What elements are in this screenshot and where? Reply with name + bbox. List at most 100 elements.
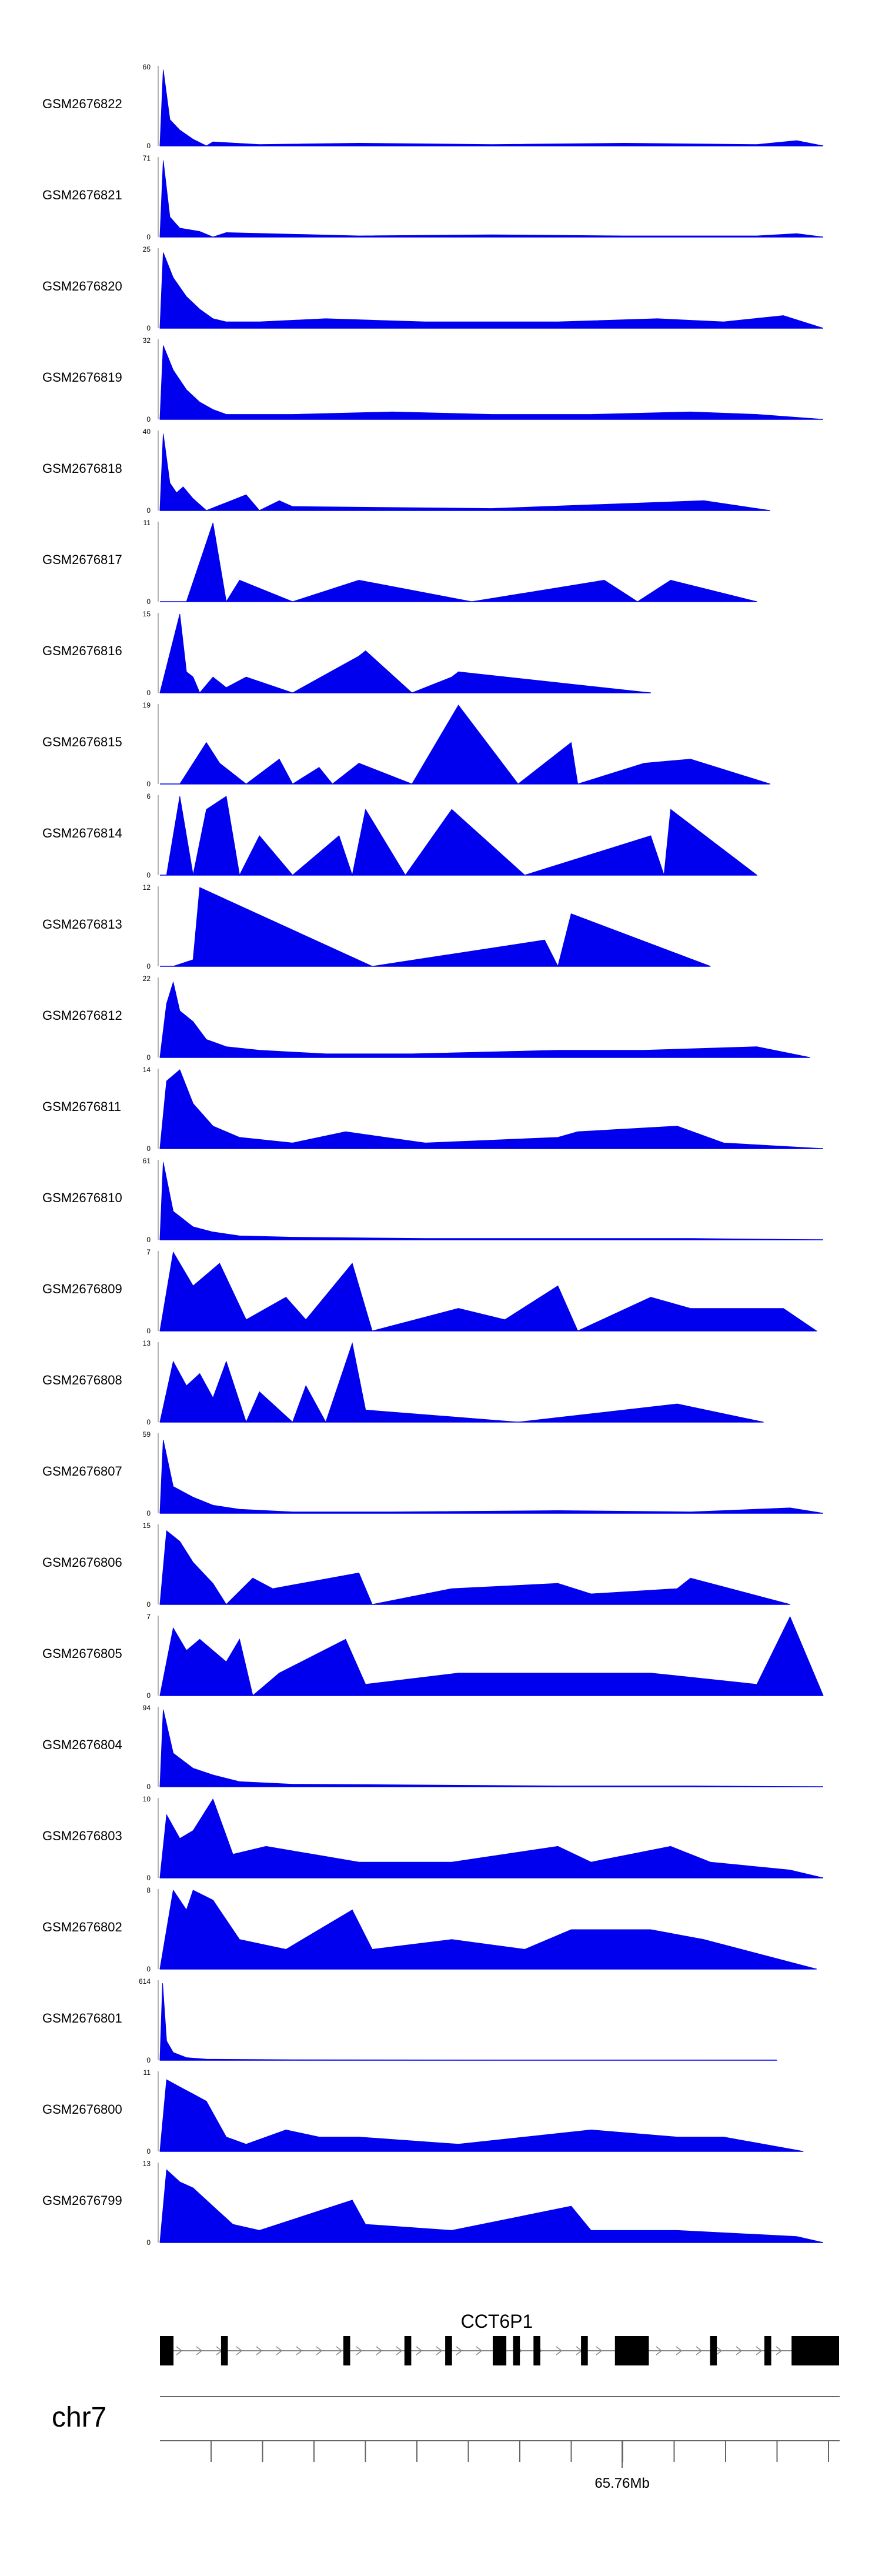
coverage-tracks: GSM2676822600GSM2676821710GSM2676820250G… [42,63,824,2247]
track-label: GSM2676819 [42,370,122,385]
coverage-area [159,160,824,238]
track-ymin-label: 0 [146,1783,151,1791]
track-GSM2676822: GSM2676822 60 0 [42,63,824,150]
strand-arrow-icon [296,2346,303,2355]
track-ymax-label: 22 [143,975,151,983]
track-ymin-label: 0 [146,1327,151,1335]
track-GSM2676799: GSM2676799 13 0 [42,2160,824,2247]
gene-model: CCT6P1 [160,2311,839,2365]
strand-arrow-icon [356,2346,363,2355]
exon-block [404,2336,412,2365]
track-ymax-label: 25 [143,245,151,253]
exon-block [220,2336,228,2365]
track-ymax-label: 40 [143,428,151,436]
track-ymax-label: 13 [143,1339,151,1347]
track-ymax-label: 10 [143,1795,151,1803]
track-label: GSM2676822 [42,96,122,111]
track-ymin-label: 0 [146,689,151,697]
track-ymin-label: 0 [146,2056,151,2064]
exon-block [581,2336,588,2365]
track-label: GSM2676806 [42,1555,122,1570]
track-ymax-label: 12 [143,883,151,892]
track-ymax-label: 8 [146,1886,151,1894]
gene-name-label: CCT6P1 [461,2311,533,2332]
track-GSM2676820: GSM2676820 25 0 [42,245,824,332]
strand-arrow-icon [436,2346,443,2355]
coverage-area [159,1798,824,1878]
coverage-area [159,69,824,146]
track-ymin-label: 0 [146,598,151,606]
exon-block [710,2336,717,2365]
track-GSM2676814: GSM2676814 6 0 [42,792,758,879]
track-ymax-label: 60 [143,63,151,71]
track-ymax-label: 11 [143,2068,151,2077]
track-GSM2676810: GSM2676810 61 0 [42,1157,824,1244]
track-ymin-label: 0 [146,1874,151,1882]
coverage-area [159,981,810,1058]
track-ymin-label: 0 [146,2147,151,2155]
coverage-area [173,887,711,967]
track-label: GSM2676802 [42,1920,122,1934]
track-GSM2676801: GSM2676801 614 0 [42,1977,777,2064]
track-ymax-label: 71 [143,154,151,162]
strand-arrow-icon [696,2346,703,2355]
strand-arrow-icon [196,2346,203,2355]
track-label: GSM2676799 [42,2193,122,2208]
coverage-area [159,2169,824,2243]
strand-arrow-icon [556,2346,563,2355]
track-label: GSM2676813 [42,917,122,932]
track-GSM2676806: GSM2676806 15 0 [42,1521,790,1609]
strand-arrow-icon [416,2346,423,2355]
gene-exons [160,2336,839,2365]
coverage-area [159,1889,817,1970]
track-ymax-label: 59 [143,1430,151,1439]
strand-arrow-icon [676,2346,683,2355]
track-GSM2676803: GSM2676803 10 0 [42,1795,824,1882]
track-GSM2676807: GSM2676807 59 0 [42,1430,824,1517]
track-ymin-label: 0 [146,1600,151,1609]
strand-arrow-icon [476,2346,483,2355]
track-GSM2676821: GSM2676821 71 0 [42,154,824,241]
track-ymax-label: 94 [143,1704,151,1712]
track-GSM2676804: GSM2676804 94 0 [42,1704,824,1791]
strand-arrow-icon [776,2346,783,2355]
coverage-area [179,705,770,785]
track-ymin-label: 0 [146,2238,151,2247]
track-label: GSM2676803 [42,1828,122,1843]
track-label: GSM2676805 [42,1646,122,1661]
exon-block [513,2336,520,2365]
coverage-area [159,1530,790,1605]
strand-arrow-icon [456,2346,463,2355]
track-ymin-label: 0 [146,233,151,241]
track-ymax-label: 614 [139,1977,151,1986]
exon-block [493,2336,507,2365]
strand-arrow-icon [756,2346,763,2355]
track-ymin-label: 0 [146,142,151,150]
coverage-area [159,1709,824,1787]
track-label: GSM2676808 [42,1373,122,1387]
track-GSM2676805: GSM2676805 7 0 [42,1613,824,1700]
coverage-area [186,522,757,603]
track-ymax-label: 7 [146,1613,151,1621]
exon-block [445,2336,452,2365]
track-ymin-label: 0 [146,1691,151,1700]
coverage-area [159,1983,777,2061]
track-label: GSM2676821 [42,188,122,202]
coverage-area [159,1162,824,1240]
exon-block [343,2336,350,2365]
strand-arrow-icon [176,2346,183,2355]
track-ymin-label: 0 [146,962,151,970]
coverage-area [159,1251,818,1332]
track-label: GSM2676809 [42,1282,122,1296]
track-ymax-label: 13 [143,2160,151,2168]
track-label: GSM2676814 [42,826,122,840]
track-ymin-label: 0 [146,1509,151,1517]
strand-arrow-icon [256,2346,263,2355]
strand-arrow-icon [596,2346,603,2355]
coverage-area [159,1616,824,1696]
track-ymax-label: 61 [143,1157,151,1165]
track-label: GSM2676807 [42,1464,122,1479]
track-ymax-label: 11 [143,519,151,527]
strand-arrow-icon [376,2346,383,2355]
